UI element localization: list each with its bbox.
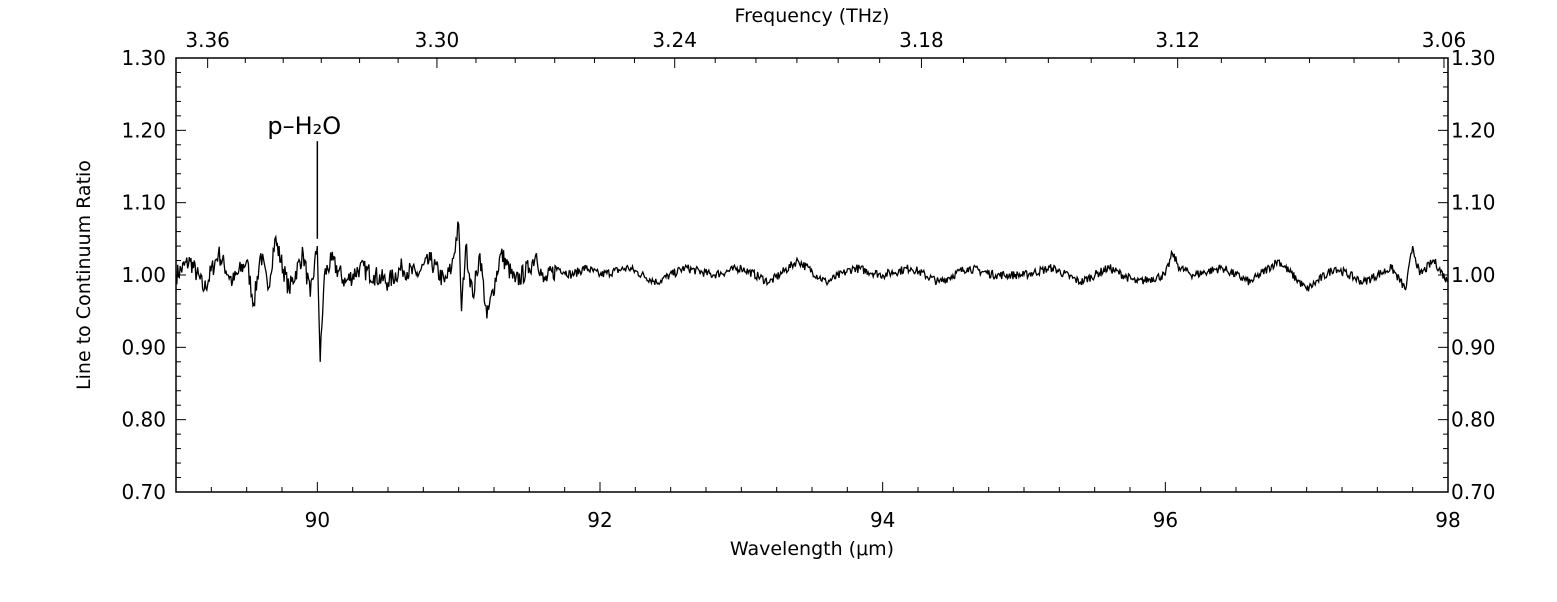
y-tick-label-right: 0.70 — [1451, 480, 1496, 504]
y-axis-title: Line to Continuum Ratio — [73, 160, 95, 390]
y-tick-label-right: 0.80 — [1451, 408, 1496, 432]
x2-tick-label: 3.12 — [1155, 28, 1200, 52]
x-tick-label: 92 — [587, 508, 612, 532]
y-tick-label-left: 0.80 — [121, 408, 166, 432]
y-tick-label-left: 1.20 — [121, 118, 166, 142]
x-tick-label: 90 — [305, 508, 330, 532]
y-tick-label-right: 1.00 — [1451, 263, 1496, 287]
x2-tick-label: 3.36 — [185, 28, 230, 52]
y-tick-label-left: 0.90 — [121, 335, 166, 359]
x-tick-labels: 90 92 94 96 98 — [305, 508, 1461, 532]
x-axis-title: Wavelength (μm) — [730, 538, 894, 560]
x2-tick-label: 3.24 — [652, 28, 697, 52]
y-tick-label-left: 1.00 — [121, 263, 166, 287]
y-tick-labels-right: 0.70 0.80 0.90 1.00 1.10 1.20 1.30 — [1451, 46, 1496, 504]
axis-ticks — [175, 57, 1449, 493]
x-tick-label: 94 — [870, 508, 895, 532]
x2-tick-label: 3.30 — [415, 28, 460, 52]
y-tick-label-right: 1.10 — [1451, 191, 1496, 215]
y-tick-label-right: 1.30 — [1451, 46, 1496, 70]
y-tick-label-right: 0.90 — [1451, 335, 1496, 359]
x-tick-label: 96 — [1153, 508, 1178, 532]
annotation-p-h2o: p–H₂O — [267, 112, 341, 239]
x2-axis-title: Frequency (THz) — [735, 5, 890, 27]
y-tick-label-right: 1.20 — [1451, 118, 1496, 142]
x2-tick-labels: 3.36 3.30 3.24 3.18 3.12 3.06 — [185, 28, 1466, 52]
y-tick-label-left: 1.10 — [121, 191, 166, 215]
x2-tick-label: 3.18 — [899, 28, 944, 52]
y-tick-label-left: 1.30 — [121, 46, 166, 70]
x2-tick-label: 3.06 — [1422, 28, 1467, 52]
annotation-label: p–H₂O — [267, 112, 341, 140]
series-line-spectrum — [175, 221, 1449, 362]
x-tick-label: 98 — [1435, 508, 1460, 532]
y-tick-labels-left: 0.70 0.80 0.90 1.00 1.10 1.20 1.30 — [121, 46, 166, 504]
y-tick-label-left: 0.70 — [121, 480, 166, 504]
